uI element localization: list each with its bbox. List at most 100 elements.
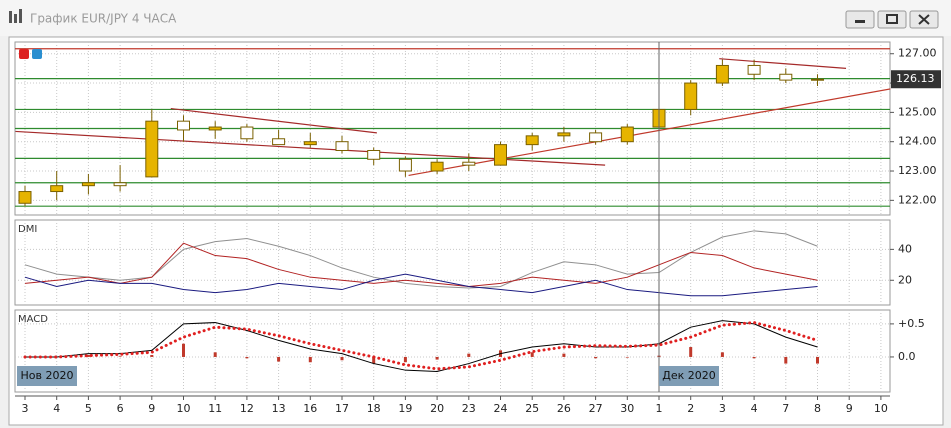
- x-tick-label: 18: [367, 402, 381, 415]
- histogram-bar: [277, 356, 281, 362]
- histogram-bar: [150, 354, 154, 357]
- histogram-bar: [816, 356, 819, 364]
- y-tick-label: 123.00: [898, 164, 937, 177]
- candle-body: [367, 149, 381, 160]
- x-tick-label: 8: [814, 402, 821, 415]
- histogram-bar: [403, 356, 407, 363]
- candle-body: [684, 82, 698, 110]
- candle-body: [747, 64, 761, 75]
- indicator-line: [24, 230, 818, 289]
- candle-body: [494, 144, 507, 166]
- restore-button[interactable]: [877, 10, 907, 29]
- x-tick-label: 10: [874, 402, 888, 415]
- x-tick-label: 9: [846, 402, 853, 415]
- histogram-bar: [340, 356, 344, 361]
- x-tick-label: 2: [687, 402, 694, 415]
- app-icon: [9, 9, 22, 23]
- candle-body: [589, 132, 603, 143]
- y-tick-label: 122.00: [898, 193, 937, 206]
- candle-body: [81, 182, 95, 187]
- candle-body: [50, 185, 64, 193]
- candle-body: [335, 141, 349, 151]
- panel-icons: [19, 49, 42, 59]
- y-tick-label: 125.00: [898, 105, 937, 118]
- period-label-box: [17, 366, 77, 386]
- close-button[interactable]: [909, 10, 939, 29]
- y-tick-label: 40: [898, 242, 912, 255]
- x-tick-label: 23: [462, 402, 476, 415]
- histogram-bar: [625, 356, 629, 358]
- x-tick-label: 19: [398, 402, 412, 415]
- last-price-label: 126.13: [896, 72, 935, 85]
- y-tick-label: 124.00: [898, 135, 937, 148]
- x-tick-label: 9: [148, 402, 155, 415]
- histogram-bar: [752, 356, 756, 359]
- candle-body: [272, 138, 286, 146]
- histogram-bar: [213, 352, 217, 357]
- signal-line: [23, 321, 819, 371]
- window-title: График EUR/JPY 4 ЧАСА: [30, 12, 177, 26]
- indicator-line: [24, 273, 818, 297]
- y-tick-label: 20: [898, 273, 912, 286]
- histogram-bar: [435, 356, 439, 360]
- histogram-bar: [372, 356, 376, 364]
- x-tick-label: 4: [751, 402, 758, 415]
- x-tick-label: 6: [117, 402, 124, 415]
- candle-body: [208, 126, 222, 131]
- histogram-bar: [594, 356, 598, 359]
- histogram-bar: [86, 354, 90, 357]
- x-tick-label: 24: [494, 402, 508, 415]
- candle-body: [303, 141, 317, 146]
- x-tick-label: 10: [177, 402, 191, 415]
- trend-line: [408, 88, 891, 177]
- x-tick-label: 25: [525, 402, 539, 415]
- x-tick-label: 20: [430, 402, 444, 415]
- title-bar: [0, 0, 951, 36]
- candle-body: [430, 161, 444, 172]
- y-tick-label: 127.00: [898, 47, 937, 60]
- histogram-bar: [562, 353, 566, 357]
- x-tick-label: 26: [557, 402, 571, 415]
- x-tick-label: 11: [208, 402, 222, 415]
- candle-body: [715, 64, 729, 84]
- trend-line: [170, 107, 377, 134]
- candle-body: [525, 135, 539, 146]
- histogram-bar: [784, 356, 788, 364]
- x-tick-label: 17: [335, 402, 349, 415]
- candle-body: [462, 161, 476, 166]
- period-label: Нов 2020: [21, 369, 74, 382]
- y-tick-label: 0.0: [898, 350, 916, 363]
- y-tick-label: +0.5: [898, 317, 925, 330]
- candle-body: [557, 132, 571, 137]
- trend-line: [719, 58, 847, 69]
- x-tick-label: 4: [53, 402, 60, 415]
- x-tick-label: 16: [303, 402, 317, 415]
- candle-body: [398, 158, 412, 172]
- candle-body: [240, 126, 254, 140]
- candle-body: [779, 73, 793, 81]
- histogram-bar: [530, 352, 534, 357]
- last-price-box: [891, 70, 941, 89]
- period-label-box: [659, 366, 719, 386]
- x-tick-label: 13: [272, 402, 286, 415]
- histogram-bar: [308, 356, 312, 363]
- macd-line: [25, 320, 818, 373]
- panel-title: DMI: [18, 224, 37, 235]
- indicator-line: [24, 242, 818, 287]
- candle-body: [177, 120, 190, 131]
- histogram-bar: [118, 356, 122, 357]
- panel: [14, 219, 891, 306]
- histogram-bar: [467, 353, 471, 357]
- x-tick-label: 5: [85, 402, 92, 415]
- x-tick-label: 30: [620, 402, 634, 415]
- x-tick-label: 3: [22, 402, 29, 415]
- histogram-bar: [182, 343, 185, 357]
- candle-body: [113, 182, 127, 187]
- x-tick-label: 3: [719, 402, 726, 415]
- histogram-bar: [689, 347, 693, 357]
- candle-body: [145, 120, 159, 178]
- candle-body: [620, 126, 634, 143]
- x-tick-label: 7: [782, 402, 789, 415]
- minimize-button[interactable]: [845, 10, 875, 29]
